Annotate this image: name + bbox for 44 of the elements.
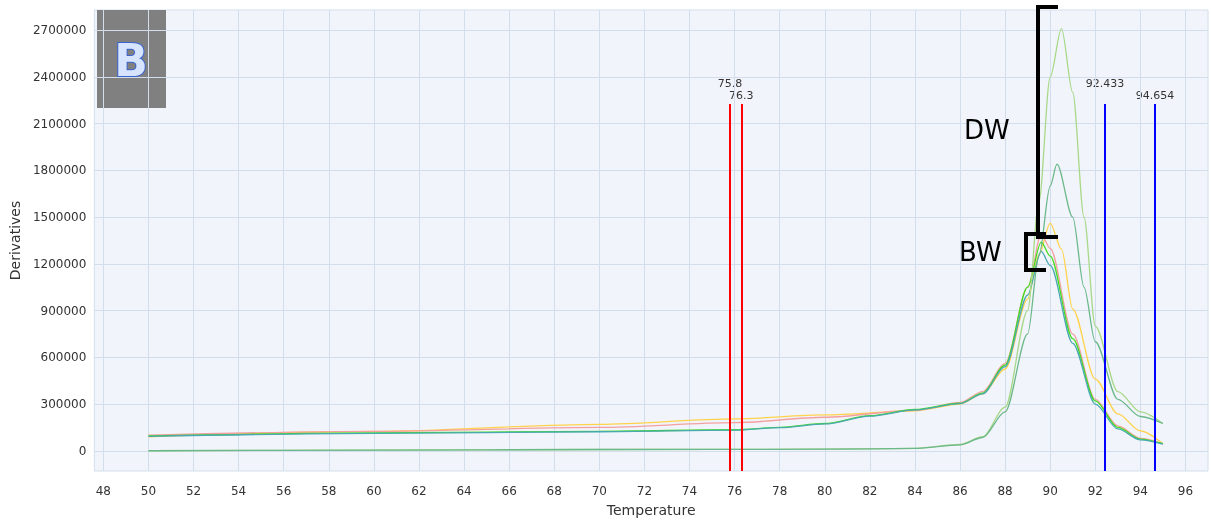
- y-tick-label: 1200000: [32, 256, 87, 271]
- x-tick-label: 72: [636, 484, 653, 498]
- y-tick-label: 1800000: [32, 163, 87, 178]
- x-tick-label: 86: [952, 484, 968, 498]
- x-tick-label: 52: [185, 484, 202, 498]
- y-tick-label: 600000: [40, 350, 87, 365]
- x-tick-label: 66: [501, 484, 517, 498]
- x-tick-label: 92: [1087, 484, 1103, 498]
- x-tick-label: 48: [95, 484, 111, 498]
- y-axis-title: Derivatives: [7, 200, 23, 281]
- x-tick-label: 62: [411, 484, 427, 498]
- x-tick-label: 80: [817, 484, 833, 498]
- y-tick-label: 2700000: [32, 23, 87, 38]
- x-tick-label: 60: [366, 484, 382, 498]
- ref-line-label: 76.3: [729, 89, 754, 102]
- x-tick-label: 68: [546, 484, 562, 498]
- annotation: DW: [964, 115, 1010, 145]
- x-tick-label: 78: [772, 484, 788, 498]
- y-tick-label: 0: [78, 443, 87, 458]
- x-tick-label: 54: [230, 484, 247, 498]
- x-tick-label: 56: [276, 484, 292, 498]
- x-tick-label: 74: [681, 484, 698, 498]
- y-tick-label: 1500000: [32, 210, 87, 225]
- annotation: B: [114, 34, 148, 86]
- x-tick-label: 76: [726, 484, 743, 498]
- x-tick-label: 84: [907, 484, 923, 498]
- y-tick-label: 2100000: [32, 116, 87, 131]
- x-tick-label: 94: [1132, 484, 1149, 498]
- ref-line-label: 75.8: [717, 77, 743, 90]
- x-tick-label: 88: [997, 484, 1013, 498]
- y-tick-label: 2400000: [32, 69, 87, 84]
- y-tick-label: 900000: [40, 303, 87, 318]
- y-tick-label: 300000: [40, 397, 87, 412]
- x-tick-label: 96: [1177, 484, 1194, 498]
- x-tick-label: 58: [321, 484, 337, 498]
- line-series: [147, 163, 1164, 452]
- annotation: BW: [959, 237, 1002, 267]
- x-tick-label: 90: [1042, 484, 1058, 498]
- x-axis-title: Temperature: [605, 502, 696, 518]
- x-tick-label: 64: [456, 484, 472, 498]
- x-tick-label: 82: [862, 484, 878, 498]
- ref-line-label: 92.433: [1085, 77, 1125, 90]
- x-tick-label: 70: [591, 484, 607, 498]
- x-tick-label: 50: [140, 484, 157, 498]
